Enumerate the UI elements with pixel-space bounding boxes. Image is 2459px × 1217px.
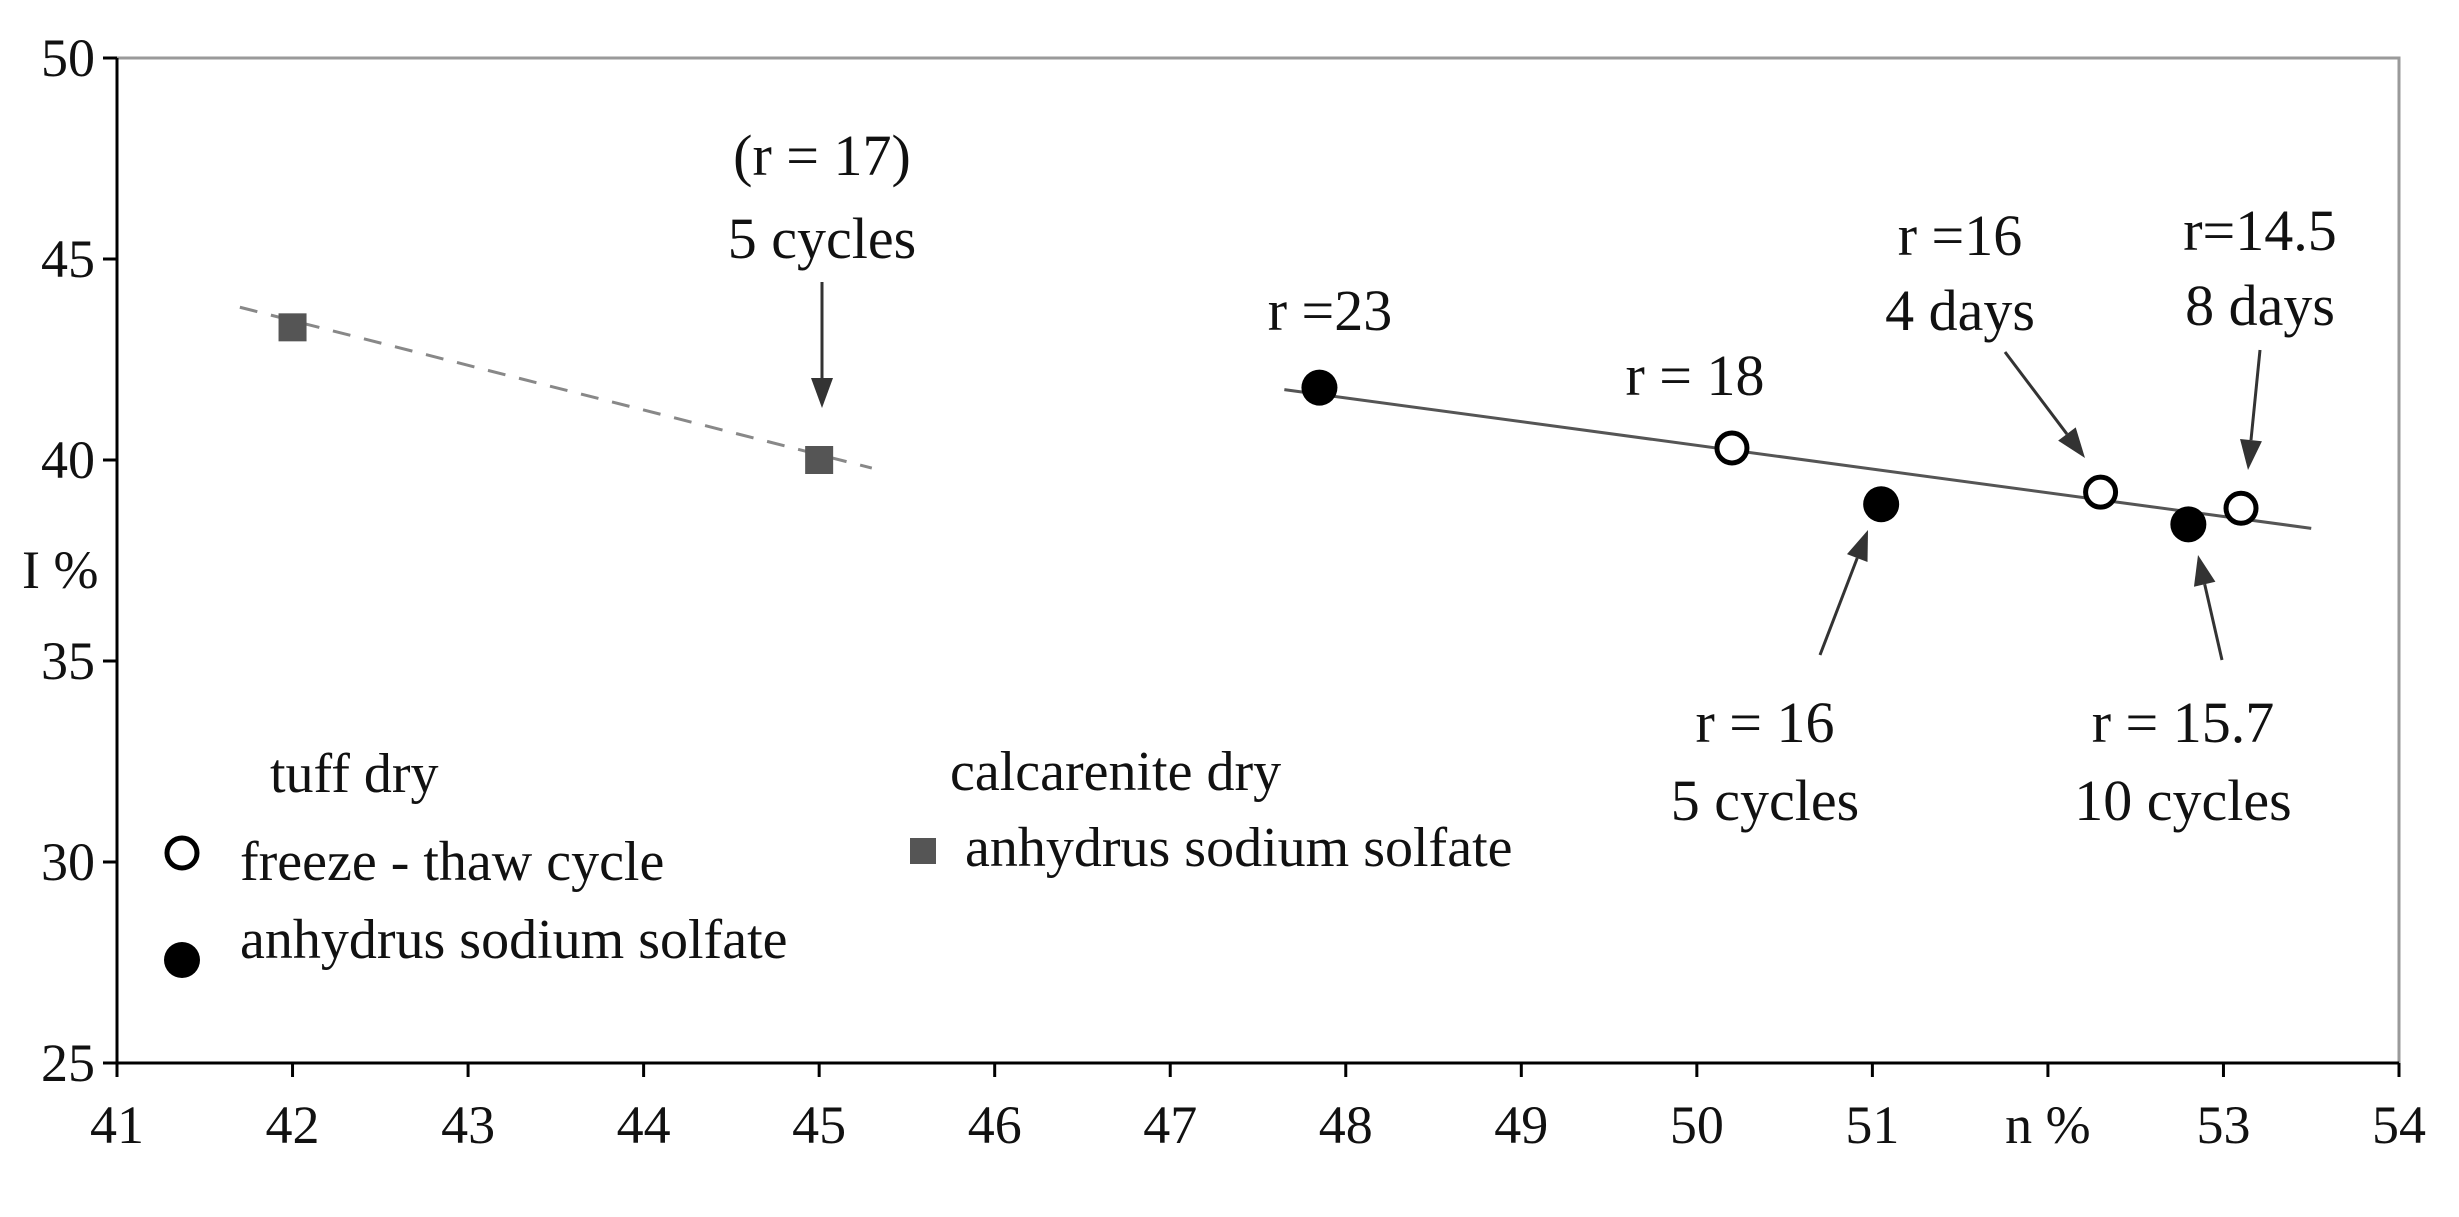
x-tick-label: 43 xyxy=(441,1095,495,1155)
x-tick-label: 42 xyxy=(266,1095,320,1155)
annotation-arrow xyxy=(2249,349,2262,441)
x-axis-ticks: 41 42 43 44 45 46 47 48 49 50 51 n % 53 54 xyxy=(90,1063,2426,1155)
legend-label-tuff-sodium-solfate: anhydrus sodium solfate xyxy=(240,909,787,971)
x-tick-label: 48 xyxy=(1319,1095,1373,1155)
arrow-head xyxy=(1846,530,1868,562)
data-points xyxy=(278,313,2259,543)
arrow-head xyxy=(2058,427,2085,458)
x-tick-label: 41 xyxy=(90,1095,144,1155)
y-tick-label: 25 xyxy=(41,1033,95,1093)
annotation-label: r=14.5 xyxy=(2183,198,2337,263)
x-tick-label: 45 xyxy=(792,1095,846,1155)
x-tick-label: 53 xyxy=(2196,1095,2250,1155)
legend-marker-filled-circle xyxy=(164,942,200,978)
legend-marker-filled-square xyxy=(910,838,936,864)
annotation-label: 5 cycles xyxy=(1671,768,1859,833)
annotation-arrow xyxy=(2203,583,2224,661)
annotation-label: r =23 xyxy=(1268,278,1393,343)
point-filled-circle xyxy=(2170,506,2207,543)
point-open-circle xyxy=(2083,474,2119,510)
legend-label-calcarenite-sodium-solfate: anhydrus sodium solfate xyxy=(965,817,1512,879)
annotations: (r = 17) 5 cycles r =23 r = 18 r =16 4 days r=… xyxy=(728,123,2337,833)
point-filled-square xyxy=(278,313,307,342)
annotation-arrow xyxy=(1818,557,1859,656)
x-tick-label: 44 xyxy=(617,1095,671,1155)
arrow-head xyxy=(811,378,833,408)
annotation-label: r = 15.7 xyxy=(2092,690,2275,755)
annotation-arrows xyxy=(811,282,2262,661)
y-tick-label: 45 xyxy=(41,229,95,289)
annotation-label: 5 cycles xyxy=(728,206,916,271)
annotation-label: 8 days xyxy=(2185,273,2335,338)
annotation-label: r =16 xyxy=(1898,203,2023,268)
annotation-label: r = 18 xyxy=(1625,343,1764,408)
annotation-label: 10 cycles xyxy=(2074,768,2291,833)
arrow-head xyxy=(2193,555,2216,587)
y-tick-label: 50 xyxy=(41,28,95,88)
legend-marker-open-circle xyxy=(164,835,200,871)
point-filled-circle xyxy=(1301,369,1338,406)
trendline-tuff xyxy=(1284,388,2312,530)
point-filled-circle xyxy=(1863,486,1900,523)
annotation-label: 4 days xyxy=(1885,278,2035,343)
legend-label-freeze-thaw: freeze - thaw cycle xyxy=(240,831,664,893)
annotation-label: r = 16 xyxy=(1695,690,1834,755)
legend-title-calcarenite: calcarenite dry xyxy=(950,741,1281,803)
point-open-circle xyxy=(1714,430,1750,466)
annotation-label: (r = 17) xyxy=(733,123,911,188)
y-tick-label: 35 xyxy=(41,631,95,691)
x-tick-label: 46 xyxy=(968,1095,1022,1155)
legend-title-tuff: tuff dry xyxy=(270,743,439,805)
x-tick-label: 49 xyxy=(1494,1095,1548,1155)
trendlines xyxy=(239,305,2312,530)
x-tick-label: 50 xyxy=(1670,1095,1724,1155)
y-tick-label: 40 xyxy=(41,430,95,490)
point-filled-square xyxy=(805,446,834,474)
legend: tuff dry freeze - thaw cycle anhydrus so… xyxy=(164,741,1512,978)
x-tick-label: 54 xyxy=(2372,1095,2426,1155)
annotation-arrow xyxy=(2003,351,2069,435)
y-tick-label: 30 xyxy=(41,832,95,892)
arrow-head xyxy=(2240,439,2262,470)
x-tick-label: 47 xyxy=(1143,1095,1197,1155)
trendline-calcarenite xyxy=(239,305,873,470)
x-tick-label: n % xyxy=(2005,1095,2090,1155)
x-tick-label: 51 xyxy=(1845,1095,1899,1155)
point-open-circle xyxy=(2223,490,2259,526)
y-axis-ticks: 25 30 35 40 45 50 xyxy=(41,28,117,1093)
y-axis-label: I % xyxy=(22,540,98,600)
